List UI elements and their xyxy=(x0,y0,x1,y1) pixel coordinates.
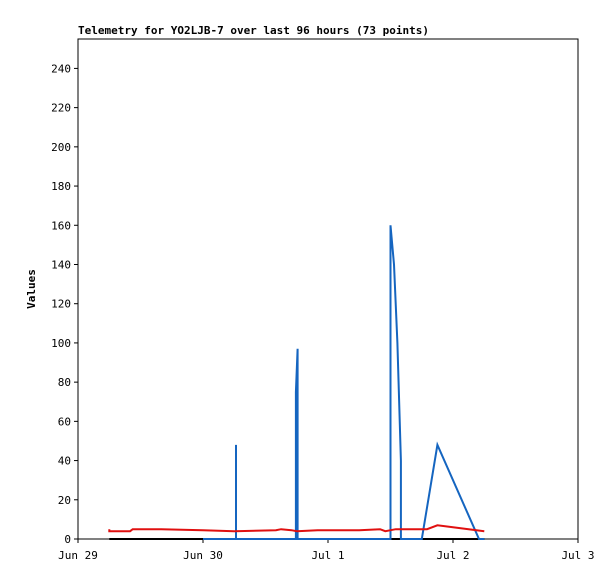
y-tick-label: 100 xyxy=(51,337,71,350)
series-line-3 xyxy=(108,524,485,533)
y-tick-label: 200 xyxy=(51,141,71,154)
y-tick-label: 240 xyxy=(51,62,71,75)
y-axis-ticks: 0 20 40 60 80 100 120 140 160 180 200 220 240 xyxy=(51,62,78,546)
x-tick-label: Jun 29 xyxy=(58,549,98,562)
y-tick-label: 20 xyxy=(58,494,71,507)
x-tick-label: Jul 1 xyxy=(311,549,344,562)
x-tick-label: Jun 30 xyxy=(183,549,223,562)
y-axis-label: Values xyxy=(25,269,38,309)
series-line-2 xyxy=(203,225,485,540)
y-tick-label: 180 xyxy=(51,180,71,193)
y-tick-label: 0 xyxy=(64,533,71,546)
y-tick-label: 40 xyxy=(58,455,71,468)
y-tick-label: 160 xyxy=(51,219,71,232)
x-tick-label: Jul 2 xyxy=(436,549,469,562)
y-tick-label: 140 xyxy=(51,258,71,271)
x-axis-ticks: Jun 29 Jun 30 Jul 1 Jul 2 Jul 3 xyxy=(58,539,595,562)
y-tick-label: 220 xyxy=(51,102,71,115)
series-layer xyxy=(108,225,485,540)
y-tick-label: 60 xyxy=(58,415,71,428)
y-tick-label: 80 xyxy=(58,376,71,389)
x-tick-label: Jul 3 xyxy=(561,549,594,562)
chart-title: Telemetry for YO2LJB-7 over last 96 hour… xyxy=(78,24,429,37)
y-tick-label: 120 xyxy=(51,298,71,311)
plot-frame xyxy=(77,38,579,540)
